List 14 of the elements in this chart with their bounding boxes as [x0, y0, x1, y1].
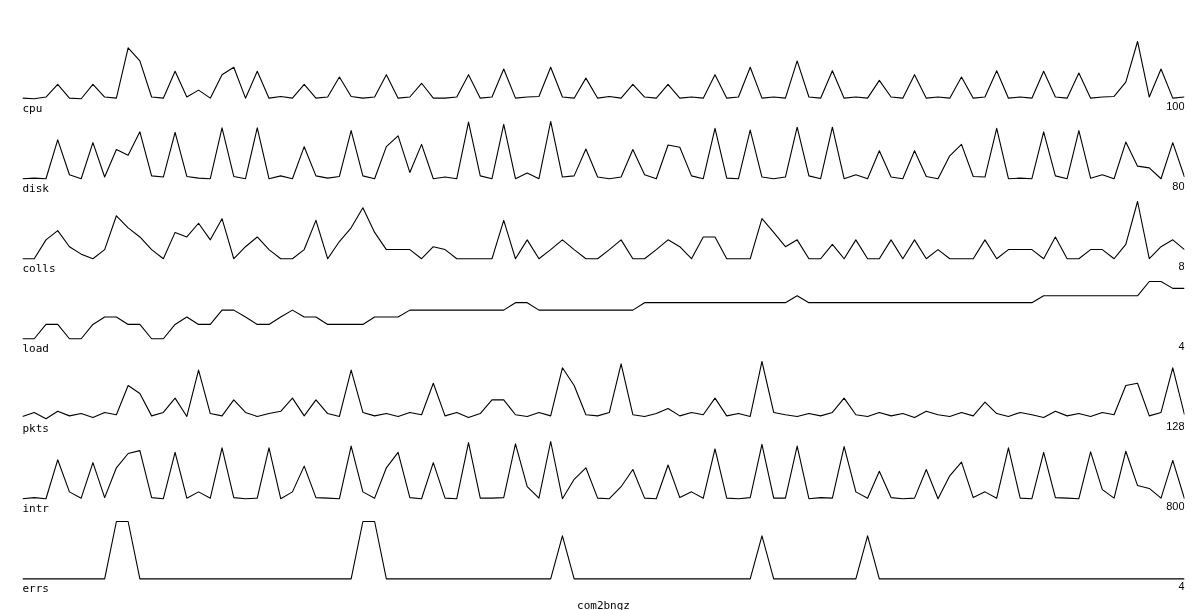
text: 128	[1166, 419, 1185, 432]
text: disk	[22, 181, 50, 195]
text: colls	[22, 261, 56, 275]
text: 8	[1178, 259, 1185, 272]
text: 80	[1172, 179, 1185, 192]
text: load	[22, 341, 49, 355]
text: pkts	[22, 421, 49, 435]
text: 100	[1166, 99, 1185, 112]
text: cpu	[22, 101, 43, 115]
text: intr	[22, 501, 50, 515]
text: errs	[22, 581, 49, 595]
text: 4	[1178, 339, 1185, 352]
text: 800	[1166, 499, 1185, 512]
text: 4	[1178, 579, 1185, 592]
